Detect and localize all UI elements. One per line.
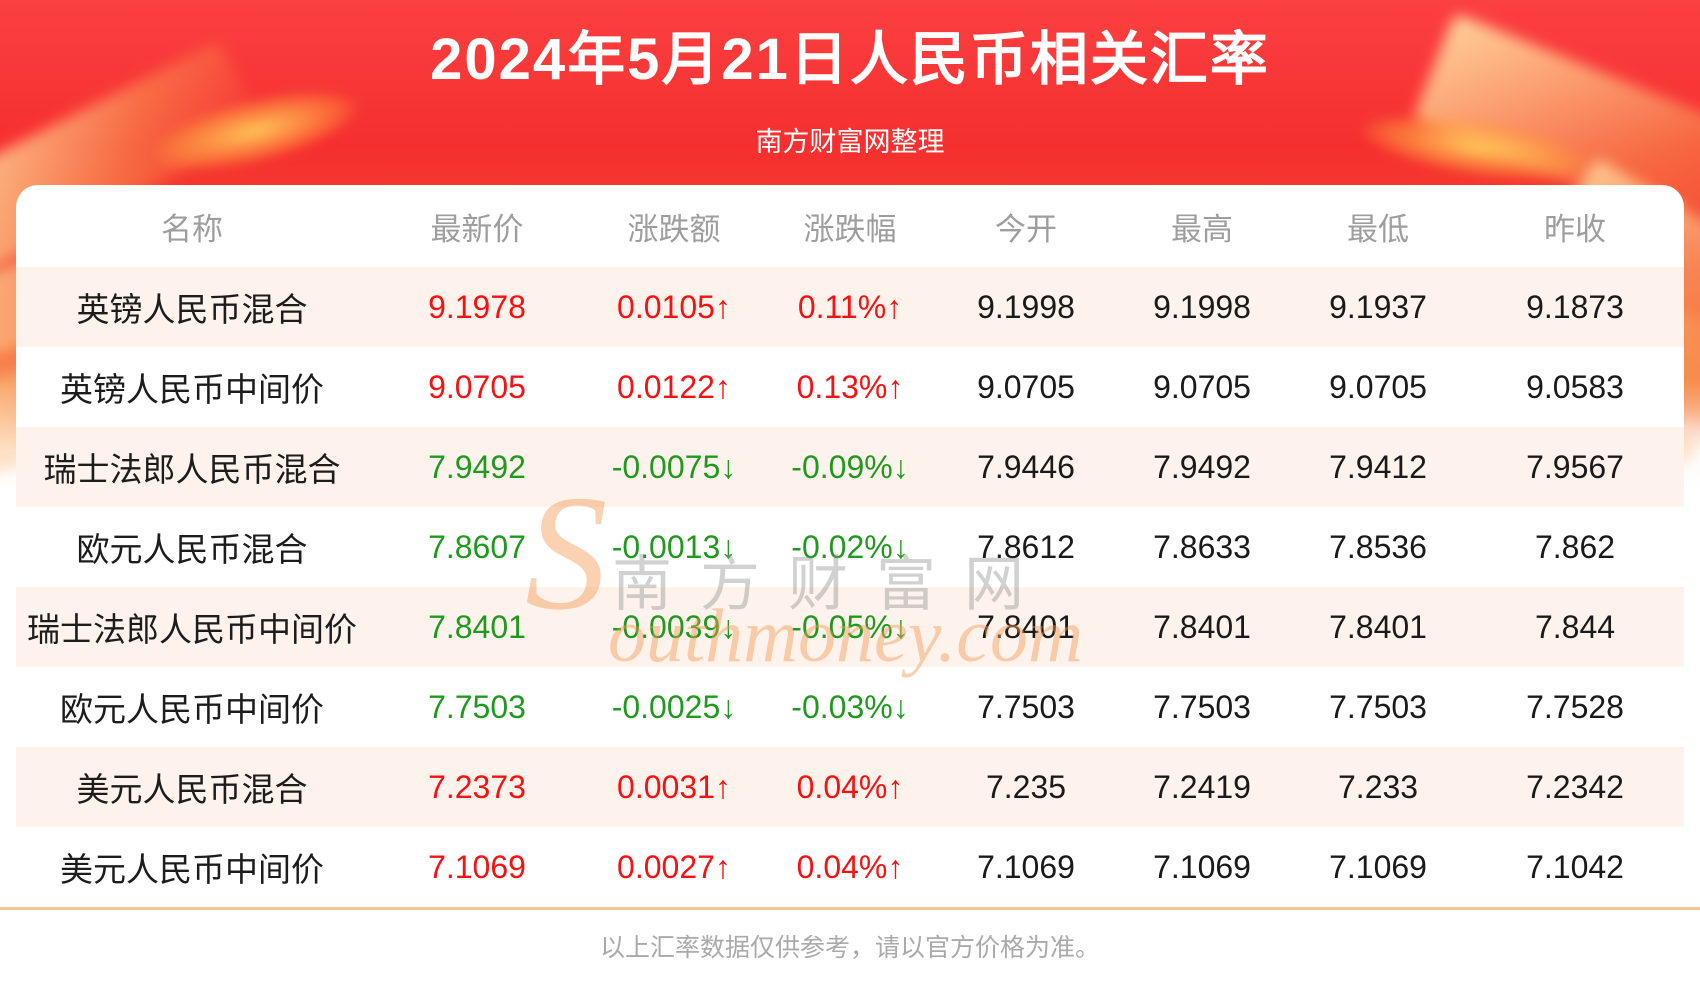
low-price: 7.1069 (1329, 848, 1427, 885)
high-price: 7.2419 (1114, 747, 1291, 827)
table-row: 英镑人民币中间价 9.0705 0.0122↑ 0.13%↑ 9.0705 9.… (16, 347, 1684, 427)
column-header-change: 涨跌额 (627, 211, 721, 247)
change-percent: -0.05%↓ (761, 587, 938, 667)
column-header-change-pct: 涨跌幅 (803, 211, 897, 247)
change-amount: -0.0013↓ (611, 528, 737, 565)
low-price: 7.233 (1290, 747, 1467, 827)
high-price: 7.7503 (1153, 688, 1251, 725)
column-header-prev-close: 昨收 (1544, 211, 1607, 247)
prev-close-price: 7.862 (1534, 528, 1616, 565)
column-header-name: 名称 (161, 211, 224, 247)
table-row: 英镑人民币混合 9.1978 0.0105↑ 0.11%↑ 9.1998 9.1… (16, 267, 1684, 347)
pair-name: 英镑人民币混合 (16, 267, 369, 347)
open-price: 7.9446 (938, 427, 1115, 507)
high-price: 9.0705 (1153, 368, 1251, 405)
open-price: 7.235 (938, 747, 1115, 827)
latest-price: 7.8607 (428, 528, 526, 565)
pair-name: 瑞士法郎人民币混合 (16, 427, 369, 507)
table-row: 瑞士法郎人民币混合 7.9492 -0.0075↓ -0.09%↓ 7.9446… (16, 427, 1684, 507)
low-price: 7.8536 (1329, 528, 1427, 565)
table-header-row: 名称 最新价 涨跌额 涨跌幅 今开 最高 最低 昨收 (16, 185, 1684, 267)
column-header-latest: 最新价 (430, 211, 524, 247)
open-price: 7.7503 (977, 688, 1075, 725)
change-percent: 0.04%↑ (796, 848, 904, 885)
change-percent: 0.04%↑ (761, 747, 938, 827)
table-row: 欧元人民币混合 7.8607 -0.0013↓ -0.02%↓ 7.8612 7… (16, 507, 1684, 587)
exchange-rates-table: 名称 最新价 涨跌额 涨跌幅 今开 最高 最低 昨收 英镑人民币混合 9.197… (16, 185, 1684, 907)
footer-divider (0, 907, 1700, 910)
high-price: 7.8401 (1114, 587, 1291, 667)
pair-name: 英镑人民币中间价 (60, 371, 325, 408)
disclaimer-text: 以上汇率数据仅供参考，请以官方价格为准。 (599, 934, 1100, 962)
high-price: 7.1069 (1153, 848, 1251, 885)
change-percent: 0.11%↑ (761, 267, 938, 347)
pair-name: 欧元人民币混合 (76, 531, 308, 568)
page-title: 2024年5月21日人民币相关汇率 (430, 27, 1270, 92)
change-percent: -0.02%↓ (791, 528, 909, 565)
rates-table-card: 名称 最新价 涨跌额 涨跌幅 今开 最高 最低 昨收 英镑人民币混合 9.197… (16, 185, 1684, 907)
page-subtitle: 南方财富网整理 (755, 127, 945, 157)
change-amount: 0.0122↑ (617, 368, 731, 405)
latest-price: 7.1069 (428, 848, 526, 885)
low-price: 7.8401 (1290, 587, 1467, 667)
prev-close-price: 9.0583 (1526, 368, 1624, 405)
open-price: 9.0705 (977, 368, 1075, 405)
change-percent: -0.03%↓ (791, 688, 909, 725)
masthead: 2024年5月21日人民币相关汇率 南方财富网整理 (0, 0, 1700, 185)
latest-price: 7.9492 (368, 427, 586, 507)
latest-price: 7.8401 (368, 587, 586, 667)
open-price: 7.8401 (938, 587, 1115, 667)
open-price: 9.1998 (938, 267, 1115, 347)
open-price: 7.8612 (977, 528, 1075, 565)
change-amount: -0.0039↓ (585, 587, 762, 667)
open-price: 7.1069 (977, 848, 1075, 885)
latest-price: 9.1978 (368, 267, 586, 347)
low-price: 9.1937 (1290, 267, 1467, 347)
pair-name: 瑞士法郎人民币中间价 (16, 587, 369, 667)
low-price: 7.9412 (1290, 427, 1467, 507)
change-percent: 0.13%↑ (796, 368, 904, 405)
change-amount: 0.0105↑ (585, 267, 762, 347)
low-price: 9.0705 (1329, 368, 1427, 405)
prev-close-price: 7.7528 (1526, 688, 1624, 725)
change-amount: -0.0075↓ (585, 427, 762, 507)
prev-close-price: 9.1873 (1466, 267, 1684, 347)
high-price: 9.1998 (1114, 267, 1291, 347)
high-price: 7.8633 (1153, 528, 1251, 565)
change-amount: -0.0025↓ (611, 688, 737, 725)
prev-close-price: 7.9567 (1466, 427, 1684, 507)
latest-price: 7.2373 (368, 747, 586, 827)
prev-close-price: 7.844 (1466, 587, 1684, 667)
change-amount: 0.0027↑ (617, 848, 731, 885)
latest-price: 9.0705 (428, 368, 526, 405)
column-header-open: 今开 (995, 211, 1057, 247)
prev-close-price: 7.2342 (1466, 747, 1684, 827)
change-percent: -0.09%↓ (761, 427, 938, 507)
high-price: 7.9492 (1114, 427, 1291, 507)
table-row: 美元人民币中间价 7.1069 0.0027↑ 0.04%↑ 7.1069 7.… (16, 827, 1684, 907)
pair-name: 美元人民币混合 (16, 747, 369, 827)
table-row: 瑞士法郎人民币中间价 7.8401 -0.0039↓ -0.05%↓ 7.840… (16, 587, 1684, 667)
pair-name: 美元人民币中间价 (60, 851, 325, 888)
low-price: 7.7503 (1329, 688, 1427, 725)
table-row: 美元人民币混合 7.2373 0.0031↑ 0.04%↑ 7.235 7.24… (16, 747, 1684, 827)
pair-name: 欧元人民币中间价 (60, 691, 325, 728)
column-header-low: 最低 (1347, 211, 1410, 247)
table-row: 欧元人民币中间价 7.7503 -0.0025↓ -0.03%↓ 7.7503 … (16, 667, 1684, 747)
prev-close-price: 7.1042 (1526, 848, 1624, 885)
latest-price: 7.7503 (428, 688, 526, 725)
column-header-high: 最高 (1171, 211, 1234, 247)
change-amount: 0.0031↑ (585, 747, 762, 827)
